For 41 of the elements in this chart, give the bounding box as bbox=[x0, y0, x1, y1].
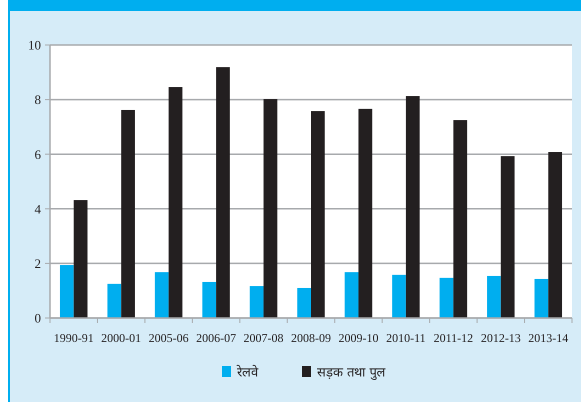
x-tick-label: 2010-11 bbox=[386, 331, 426, 345]
x-tick-label: 2006-07 bbox=[196, 331, 236, 345]
y-tick-label: 4 bbox=[34, 201, 42, 216]
bar bbox=[107, 284, 122, 318]
legend-label: रेलवे bbox=[236, 364, 259, 381]
x-tick-label: 2012-13 bbox=[480, 331, 521, 345]
bar bbox=[121, 110, 135, 318]
x-tick-label: 2000-01 bbox=[101, 331, 142, 345]
bar bbox=[406, 96, 420, 318]
legend-label: सड़क तथा पुल bbox=[317, 366, 386, 381]
bar bbox=[74, 200, 88, 318]
bar bbox=[392, 274, 406, 318]
x-tick-label: 2009-10 bbox=[338, 331, 378, 345]
y-tick-label: 0 bbox=[34, 310, 41, 326]
bar bbox=[453, 120, 468, 318]
bar bbox=[154, 272, 169, 318]
bar bbox=[500, 156, 515, 318]
bar bbox=[344, 272, 358, 318]
x-tick-label: 1990-91 bbox=[54, 331, 94, 345]
bar bbox=[440, 278, 454, 318]
bar bbox=[487, 276, 501, 318]
bar bbox=[250, 286, 264, 318]
x-tick-label: 2005-06 bbox=[148, 331, 189, 345]
bar bbox=[297, 288, 311, 318]
x-tick-label: 2008-09 bbox=[291, 331, 331, 345]
bar bbox=[202, 282, 216, 318]
bar bbox=[60, 265, 74, 318]
bar bbox=[548, 152, 562, 318]
y-tick-label: 8 bbox=[34, 92, 41, 108]
y-tick-label: 2 bbox=[34, 256, 41, 271]
x-tick-label: 2013-14 bbox=[528, 331, 568, 345]
bar bbox=[168, 87, 182, 318]
bar bbox=[534, 278, 548, 318]
bar bbox=[264, 99, 278, 318]
bar bbox=[311, 111, 325, 318]
y-tick-label: 10 bbox=[28, 38, 41, 53]
bar bbox=[358, 108, 372, 318]
x-tick-label: 2007-08 bbox=[244, 331, 284, 345]
bar bbox=[216, 67, 230, 318]
x-tick-label: 2011-12 bbox=[434, 331, 474, 345]
y-tick-label: 6 bbox=[34, 146, 42, 162]
